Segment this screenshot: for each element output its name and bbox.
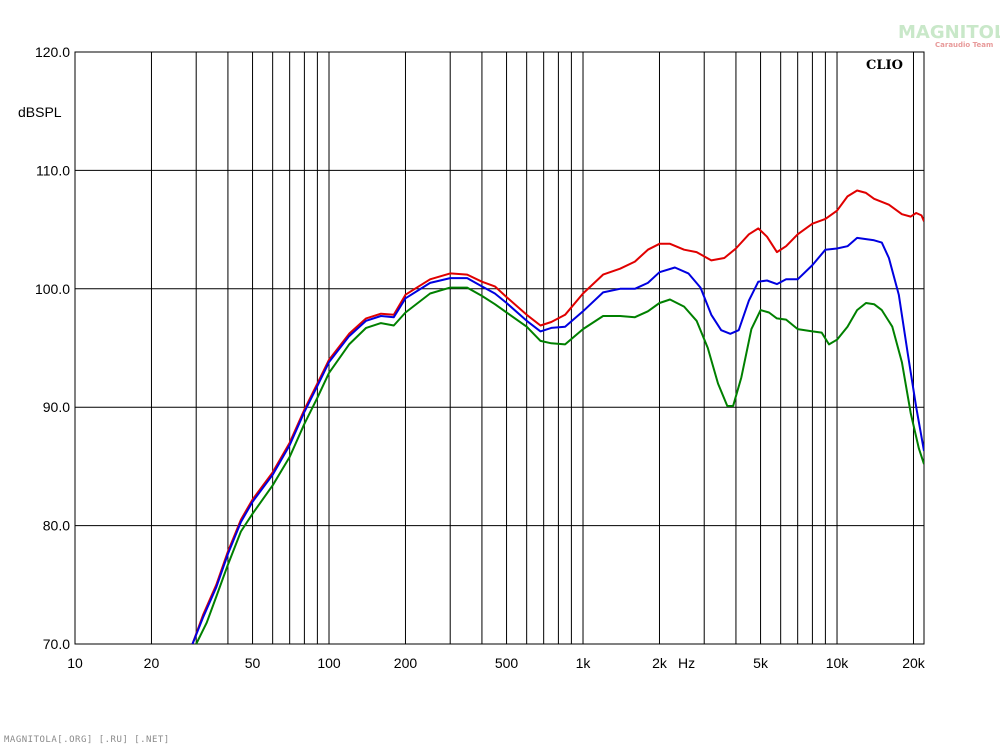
x-tick-label: 20	[144, 655, 160, 671]
y-tick-label: 120.0	[35, 44, 70, 60]
plot-frame	[74, 51, 925, 645]
x-tick-label: 20k	[902, 655, 926, 671]
axis-labels: 70.0 80.0 90.0 100.0 110.0 120.0 10 20 50 100 200 5…	[35, 44, 926, 671]
x-tick-label: 100	[317, 655, 341, 671]
series-line-3	[195, 286, 924, 644]
svg-text:Caraudio Team: Caraudio Team	[935, 41, 993, 49]
series-line-2	[191, 236, 924, 644]
magnitola-watermark-logo: MAGNITOLA Caraudio Team	[898, 22, 1000, 49]
x-tick-label: 50	[245, 655, 261, 671]
y-tick-label: 100.0	[35, 281, 70, 297]
footer-domains: MAGNITOLA[.ORG] [.RU] [.NET]	[4, 735, 170, 745]
x-tick-label: 200	[394, 655, 418, 671]
grid	[75, 52, 924, 644]
x-tick-label: 5k	[753, 655, 769, 671]
x-tick-label: 500	[495, 655, 519, 671]
x-tick-label: 2k	[652, 655, 668, 671]
x-tick-label: 10	[67, 655, 83, 671]
y-tick-label: 110.0	[36, 162, 70, 178]
y-tick-label: 70.0	[43, 636, 70, 652]
x-unit-label: Hz	[678, 655, 695, 671]
x-tick-label: 1k	[576, 655, 592, 671]
y-tick-label: 90.0	[43, 399, 70, 415]
series-layer	[191, 189, 924, 644]
x-tick-label: 10k	[826, 655, 850, 671]
series-line-1	[191, 189, 924, 644]
y-tick-label: 80.0	[43, 518, 70, 534]
clio-brand-label: CLIO	[866, 58, 903, 73]
svg-text:MAGNITOLA: MAGNITOLA	[898, 22, 1000, 43]
y-axis-label: dBSPL	[18, 104, 62, 120]
